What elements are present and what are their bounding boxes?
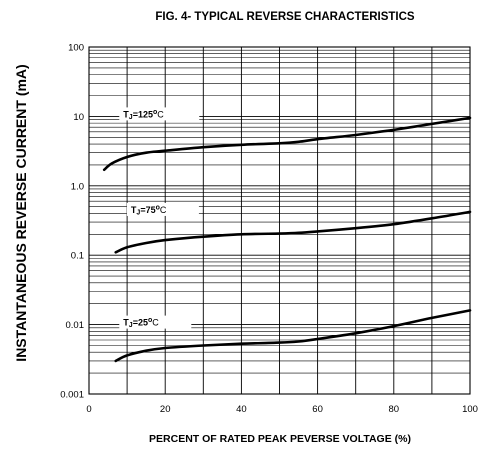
label-subscript: J — [129, 114, 133, 121]
x-tick-label: 0 — [86, 404, 91, 415]
y-tick-label: 10 — [73, 112, 84, 123]
x-tick-label: 60 — [312, 404, 323, 415]
x-tick-label: 100 — [462, 404, 478, 415]
label-value: =25 — [133, 318, 148, 328]
label-letter: T — [123, 109, 129, 119]
label-degree: o — [156, 204, 160, 211]
series-line-2 — [114, 210, 472, 254]
y-tick-label: 0.001 — [60, 390, 84, 401]
x-tick-label: 20 — [160, 404, 171, 415]
plot-area: 0 20 40 60 80 100100101.00.10.010.001TJ=125oC… — [60, 43, 478, 416]
label-value: =125 — [133, 109, 153, 119]
series-label-3: TJ=25oC — [123, 317, 159, 329]
label-subscript: J — [129, 322, 133, 329]
x-axis-label: PERCENT OF RATED PEAK PEVERSE VOLTAGE (%… — [149, 433, 411, 445]
label-degree: o — [148, 317, 152, 324]
series-label-background — [119, 107, 200, 121]
label-degree: o — [153, 109, 157, 116]
label-unit: C — [160, 205, 167, 215]
label-letter: T — [131, 205, 137, 215]
chart-title: FIG. 4- TYPICAL REVERSE CHARACTERISTICS — [155, 11, 415, 23]
y-tick-label: 0.01 — [66, 320, 85, 331]
series-label-2: TJ=75oC — [131, 204, 167, 216]
label-letter: T — [123, 318, 129, 328]
label-unit: C — [152, 318, 159, 328]
x-tick-label: 80 — [389, 404, 400, 415]
series-label-background — [119, 315, 192, 329]
y-tick-label: 100 — [68, 43, 84, 54]
plot-frame — [88, 46, 471, 395]
x-tick-label: 40 — [236, 404, 247, 415]
label-subscript: J — [136, 209, 140, 216]
series-line-3 — [114, 309, 472, 363]
y-axis-label: INSTANTANEOUS REVERSE CURRENT (mA) — [13, 64, 29, 361]
series-label-1: TJ=125oC — [123, 109, 164, 121]
series-label-background — [126, 202, 199, 216]
series-line-1 — [102, 116, 472, 172]
y-tick-label: 1.0 — [71, 181, 84, 192]
label-unit: C — [157, 109, 164, 119]
label-value: =75 — [140, 205, 155, 215]
y-tick-label: 0.1 — [71, 251, 84, 262]
